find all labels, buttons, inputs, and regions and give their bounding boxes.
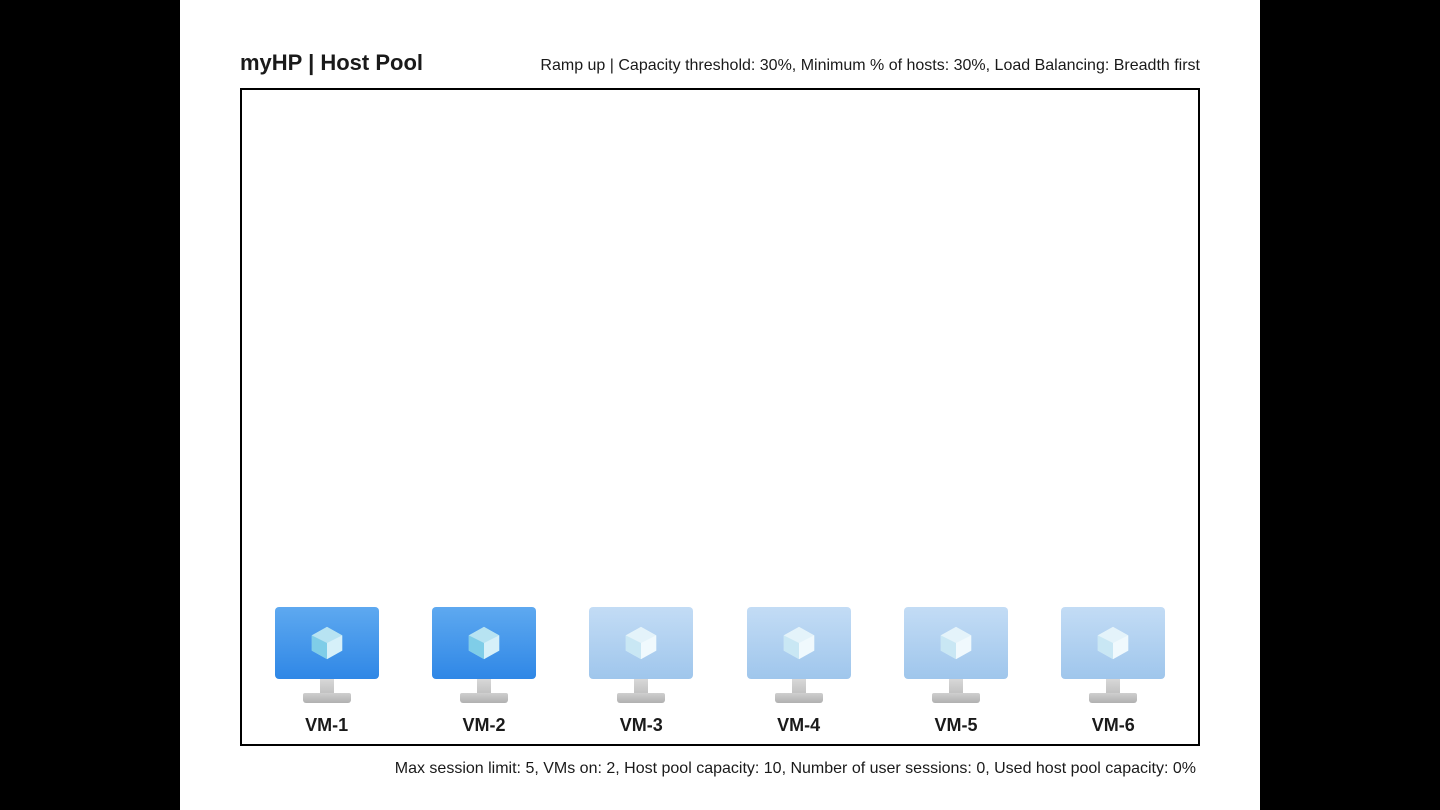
cube-icon: [308, 624, 346, 662]
vm-screen: [432, 607, 536, 679]
vm-screen: [1061, 607, 1165, 679]
vm-screen: [904, 607, 1008, 679]
vm-label: VM-1: [305, 715, 348, 736]
vm-row: VM-1 VM-2: [242, 607, 1198, 736]
vm-item: VM-6: [1038, 607, 1188, 736]
page-title: myHP | Host Pool: [240, 50, 423, 76]
vm-monitor-icon: [589, 607, 693, 709]
config-summary: Ramp up | Capacity threshold: 30%, Minim…: [540, 57, 1200, 75]
vm-item: VM-4: [724, 607, 874, 736]
cube-icon: [622, 624, 660, 662]
cube-icon: [465, 624, 503, 662]
cube-icon: [780, 624, 818, 662]
vm-label: VM-3: [620, 715, 663, 736]
vm-screen: [589, 607, 693, 679]
monitor-base: [932, 693, 980, 703]
vm-label: VM-4: [777, 715, 820, 736]
footer-stats: Max session limit: 5, VMs on: 2, Host po…: [240, 760, 1200, 778]
cube-icon: [937, 624, 975, 662]
vm-item: VM-2: [409, 607, 559, 736]
monitor-base: [775, 693, 823, 703]
host-pool-box: VM-1 VM-2: [240, 88, 1200, 746]
vm-item: VM-1: [252, 607, 402, 736]
vm-label: VM-5: [934, 715, 977, 736]
vm-screen: [747, 607, 851, 679]
vm-monitor-icon: [904, 607, 1008, 709]
vm-item: VM-5: [881, 607, 1031, 736]
monitor-base: [617, 693, 665, 703]
vm-monitor-icon: [432, 607, 536, 709]
vm-monitor-icon: [747, 607, 851, 709]
monitor-base: [303, 693, 351, 703]
vm-screen: [275, 607, 379, 679]
diagram-canvas: myHP | Host Pool Ramp up | Capacity thre…: [180, 0, 1260, 810]
monitor-base: [460, 693, 508, 703]
vm-label: VM-6: [1092, 715, 1135, 736]
monitor-base: [1089, 693, 1137, 703]
header-row: myHP | Host Pool Ramp up | Capacity thre…: [240, 50, 1200, 76]
vm-monitor-icon: [275, 607, 379, 709]
vm-monitor-icon: [1061, 607, 1165, 709]
vm-label: VM-2: [462, 715, 505, 736]
vm-item: VM-3: [566, 607, 716, 736]
cube-icon: [1094, 624, 1132, 662]
